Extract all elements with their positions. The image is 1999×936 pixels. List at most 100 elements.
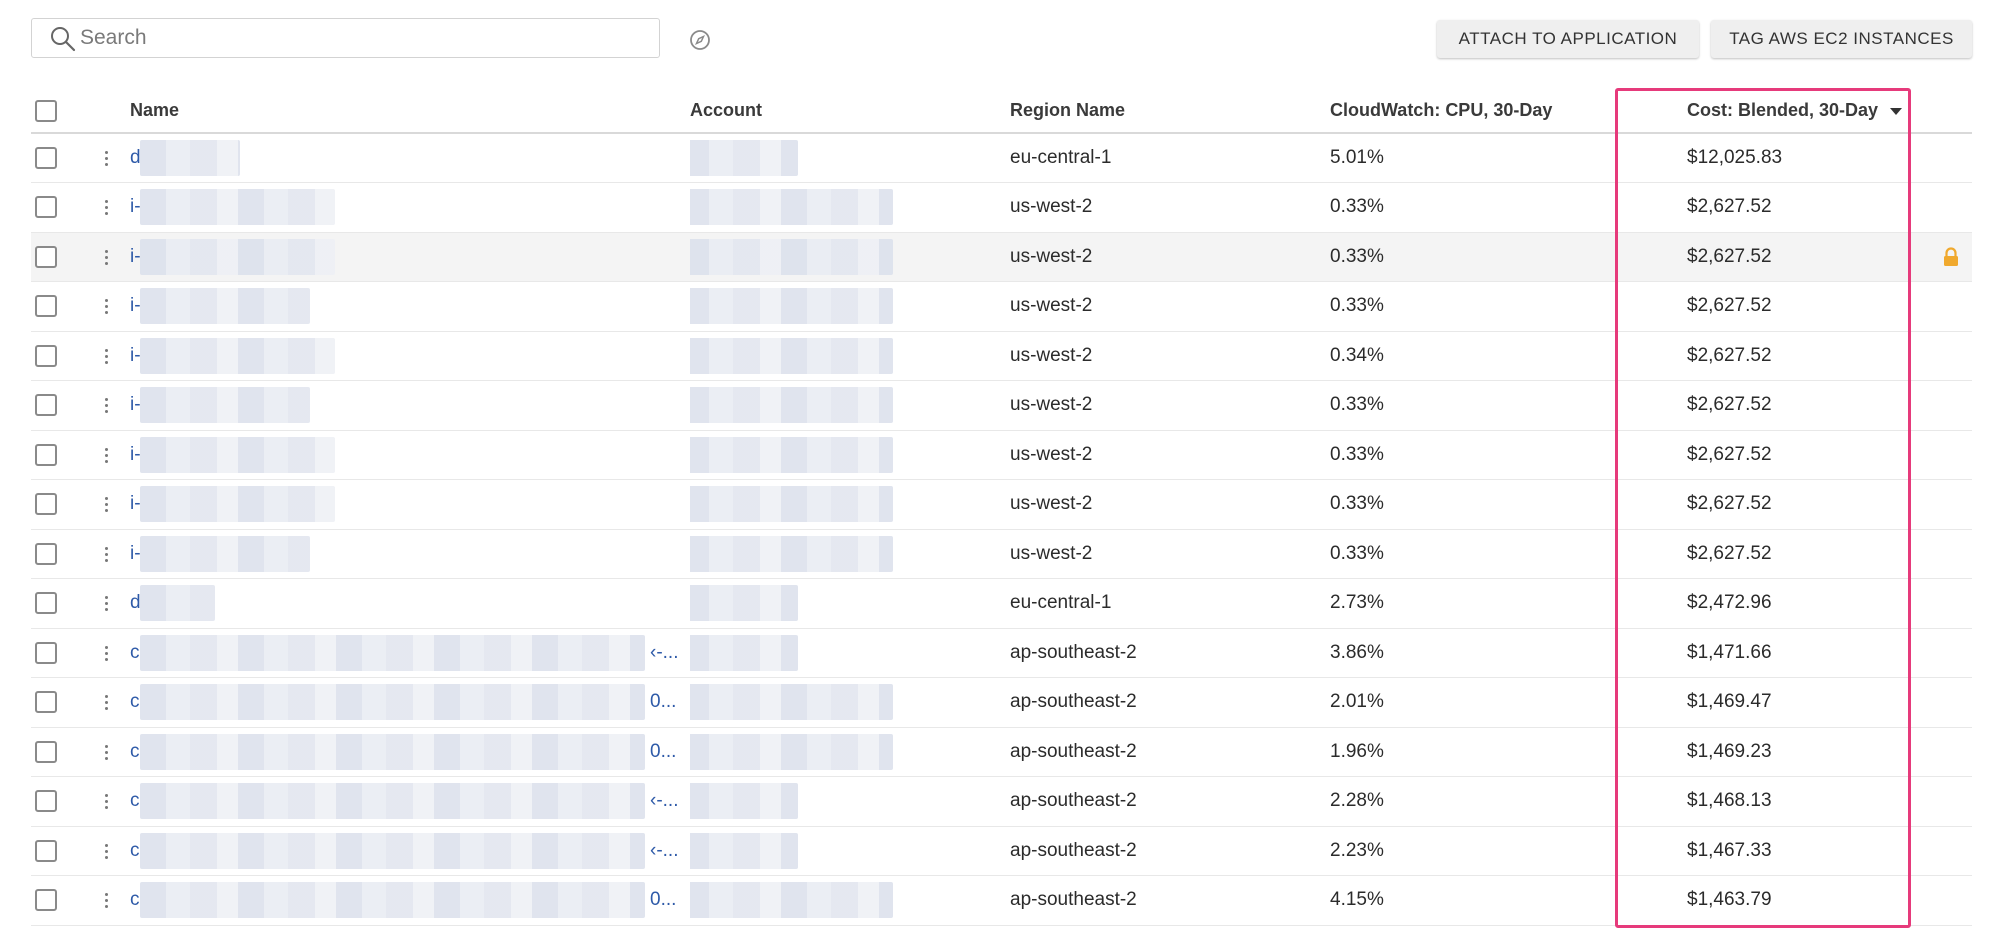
table-row[interactable]: c ‹-... ap-southeast-2 3.86% $1,471.66 (31, 628, 1972, 678)
instance-name-link[interactable]: d (130, 592, 141, 614)
row-menu-icon[interactable] (101, 149, 111, 167)
instance-name-link[interactable]: i- (130, 542, 141, 564)
instance-name-link[interactable]: c (130, 740, 140, 762)
redacted-name (140, 585, 215, 621)
redacted-name (140, 387, 310, 423)
search-input[interactable] (80, 24, 640, 52)
row-menu-icon[interactable] (101, 347, 111, 365)
row-menu-icon[interactable] (101, 594, 111, 612)
tag-ec2-instances-button[interactable]: TAG AWS EC2 INSTANCES (1711, 20, 1972, 58)
instance-name-link[interactable]: i- (130, 493, 141, 515)
instance-name-link[interactable]: i- (130, 295, 141, 317)
name-cell: c ‹-... (130, 777, 690, 827)
table-row[interactable]: i-us-west-2 0.33% $2,627.52 (31, 529, 1972, 579)
name-cell: i- (130, 183, 690, 233)
row-checkbox[interactable] (35, 196, 57, 219)
instance-name-link[interactable]: c (130, 790, 140, 812)
select-all-checkbox[interactable] (35, 99, 57, 122)
region-cell: us-west-2 (1010, 443, 1093, 465)
table-row[interactable]: c 0... ap-southeast-2 1.96% $1,469.23 (31, 727, 1972, 777)
row-checkbox[interactable] (35, 592, 57, 615)
row-menu-icon[interactable] (101, 495, 111, 513)
column-header-cost[interactable]: Cost: Blended, 30-Day (1650, 89, 1920, 133)
cpu-cell: 2.28% (1330, 790, 1384, 812)
instance-name-link[interactable]: c (130, 691, 140, 713)
row-checkbox[interactable] (35, 889, 57, 912)
row-checkbox[interactable] (35, 443, 57, 466)
instance-name-suffix: 0... (650, 889, 677, 910)
table-row[interactable]: d eu-central-1 2.73% $2,472.96 (31, 579, 1972, 628)
table-row[interactable]: i-us-west-2 0.33% $2,627.52 (31, 232, 1972, 282)
table-row[interactable]: i-us-west-2 0.33% $2,627.52 (31, 381, 1972, 430)
column-header-region[interactable]: Region Name (1010, 100, 1126, 120)
instance-name-link[interactable]: i- (130, 245, 141, 267)
instance-name-link[interactable]: i- (130, 394, 141, 416)
row-checkbox[interactable] (35, 295, 57, 318)
table-row[interactable]: d eu-central-1 5.01% $12,025.83 (31, 133, 1972, 183)
table-row[interactable]: c 0... ap-southeast-2 2.01% $1,469.47 (31, 678, 1972, 727)
region-cell: ap-southeast-2 (1010, 641, 1137, 663)
compass-icon[interactable] (687, 27, 713, 53)
row-menu-icon[interactable] (101, 792, 111, 810)
redacted-account (690, 436, 893, 473)
row-menu-icon[interactable] (101, 248, 111, 266)
cpu-cell: 2.73% (1330, 592, 1384, 614)
row-checkbox[interactable] (35, 245, 57, 268)
search-box[interactable] (31, 18, 660, 58)
region-cell: us-west-2 (1010, 344, 1093, 366)
instance-name-link[interactable]: i- (130, 344, 141, 366)
row-menu-icon[interactable] (101, 297, 111, 315)
row-menu-icon[interactable] (101, 743, 111, 761)
cost-cell: $2,627.52 (1687, 245, 1772, 267)
table-row[interactable]: i-us-west-2 0.33% $2,627.52 (31, 480, 1972, 529)
column-header-account[interactable]: Account (690, 100, 762, 120)
row-checkbox[interactable] (35, 344, 57, 367)
row-checkbox[interactable] (35, 641, 57, 664)
row-menu-icon[interactable] (101, 891, 111, 909)
redacted-name (140, 882, 645, 918)
table-row[interactable]: c ‹-... ap-southeast-2 2.28% $1,468.13 (31, 777, 1972, 827)
table-row[interactable]: i-us-west-2 0.33% $2,627.52 (31, 430, 1972, 480)
instance-name-link[interactable]: c (130, 889, 140, 911)
row-checkbox[interactable] (35, 493, 57, 516)
region-cell: ap-southeast-2 (1010, 839, 1137, 861)
redacted-name (140, 337, 335, 374)
row-checkbox[interactable] (35, 790, 57, 813)
instance-name-suffix: ‹-... (650, 790, 679, 811)
row-checkbox[interactable] (35, 542, 57, 565)
table-row[interactable]: c ‹-... ap-southeast-2 2.23% $1,467.33 (31, 826, 1972, 876)
row-checkbox[interactable] (35, 394, 57, 417)
instance-name-link[interactable]: d (130, 147, 141, 168)
row-menu-icon[interactable] (101, 545, 111, 563)
redacted-name (140, 436, 335, 473)
region-cell: ap-southeast-2 (1010, 740, 1137, 762)
table-row[interactable]: i-us-west-2 0.34% $2,627.52 (31, 331, 1972, 381)
instance-name-suffix: 0... (650, 740, 677, 762)
account-cell (690, 232, 1010, 282)
instance-name-link[interactable]: i- (130, 443, 141, 465)
row-menu-icon[interactable] (101, 396, 111, 414)
row-checkbox[interactable] (35, 839, 57, 862)
column-header-name[interactable]: Name (130, 100, 180, 120)
instance-name-link[interactable]: i- (130, 196, 141, 218)
row-checkbox[interactable] (35, 691, 57, 714)
instance-name-link[interactable]: c (130, 641, 140, 663)
attach-to-application-button[interactable]: ATTACH TO APPLICATION (1437, 20, 1699, 58)
row-menu-icon[interactable] (101, 644, 111, 662)
row-menu-icon[interactable] (101, 842, 111, 860)
cpu-cell: 4.15% (1330, 889, 1384, 911)
table-row[interactable]: c 0... ap-southeast-2 4.15% $1,463.79 (31, 876, 1972, 925)
table-row[interactable]: i-us-west-2 0.33% $2,627.52 (31, 183, 1972, 233)
row-menu-icon[interactable] (101, 446, 111, 464)
row-checkbox[interactable] (35, 740, 57, 763)
instance-name-link[interactable]: c (130, 839, 140, 861)
row-menu-icon[interactable] (101, 198, 111, 216)
sort-descending-icon[interactable] (1890, 107, 1903, 115)
row-menu-icon[interactable] (101, 693, 111, 711)
column-header-cpu[interactable]: CloudWatch: CPU, 30-Day (1330, 100, 1553, 120)
region-cell: us-west-2 (1010, 542, 1093, 564)
cpu-cell: 0.33% (1330, 245, 1384, 267)
table-row[interactable]: i-us-west-2 0.33% $2,627.52 (31, 282, 1972, 331)
cost-cell: $1,467.33 (1687, 839, 1772, 861)
row-checkbox[interactable] (35, 146, 57, 169)
